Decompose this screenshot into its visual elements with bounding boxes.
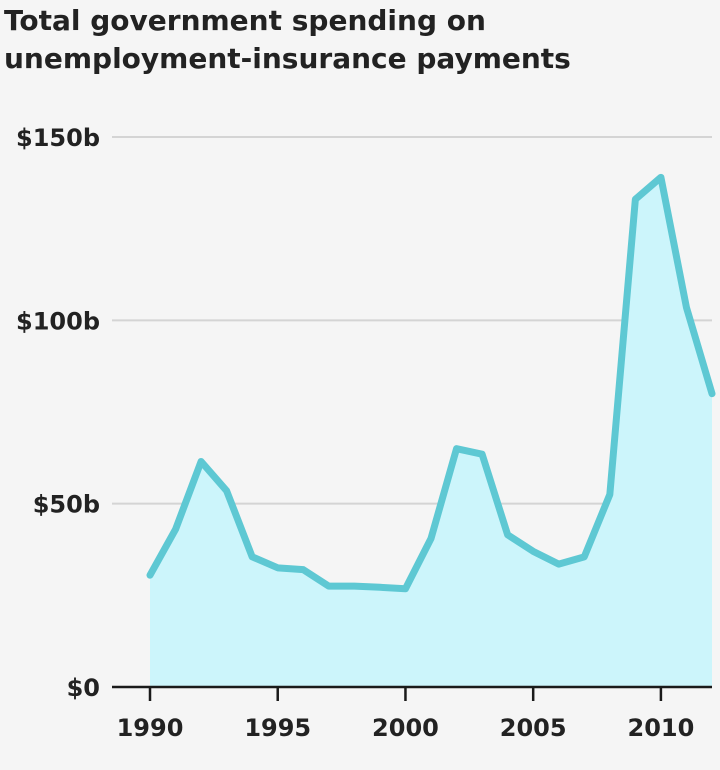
x-tick-label-2010: 2010	[628, 714, 695, 742]
x-tick-label-2005: 2005	[500, 714, 567, 742]
data-point-2010	[657, 174, 664, 181]
data-point-2002	[453, 445, 460, 452]
data-point-1993	[223, 487, 230, 494]
data-point-1996	[300, 566, 307, 573]
data-point-1991	[172, 526, 179, 533]
data-point-1995	[274, 564, 281, 571]
axes	[112, 685, 712, 701]
y-tick-label-0: $0	[67, 674, 100, 702]
data-point-1990	[147, 572, 154, 579]
data-point-2005	[530, 548, 537, 555]
data-point-2008	[606, 491, 613, 498]
x-axis-tick-labels: 1990 1995 2000 2005 2010	[117, 714, 695, 742]
data-point-2011	[683, 304, 690, 311]
data-point-2004	[504, 531, 511, 538]
chart-title-line-1: Total government spending on	[4, 4, 486, 37]
y-tick-label-100: $100b	[16, 307, 100, 335]
data-point-1994	[249, 553, 256, 560]
x-tick-label-1990: 1990	[117, 714, 184, 742]
chart-title: Total government spending on unemploymen…	[4, 2, 716, 78]
series-area-layer	[146, 173, 716, 688]
x-tick-label-1995: 1995	[244, 714, 311, 742]
x-tick-label-2000: 2000	[372, 714, 439, 742]
data-point-1997	[325, 583, 332, 590]
data-point-2007	[581, 553, 588, 560]
y-axis-tick-labels: $0 $50b $100b $150b	[16, 124, 100, 702]
y-tick-label-50: $50b	[33, 491, 100, 519]
series-line	[146, 173, 716, 593]
data-point-1992	[198, 458, 205, 465]
data-point-2000	[402, 585, 409, 592]
y-tick-label-150: $150b	[16, 124, 100, 152]
series-area-fill	[150, 177, 712, 688]
chart-title-line-2: unemployment-insurance payments	[4, 42, 571, 75]
data-point-1999	[376, 584, 383, 591]
data-point-2009	[632, 196, 639, 203]
data-point-2003	[479, 451, 486, 458]
data-point-2006	[555, 561, 562, 568]
data-point-1998	[351, 583, 358, 590]
data-point-2001	[428, 535, 435, 542]
data-point-2012	[709, 390, 716, 397]
